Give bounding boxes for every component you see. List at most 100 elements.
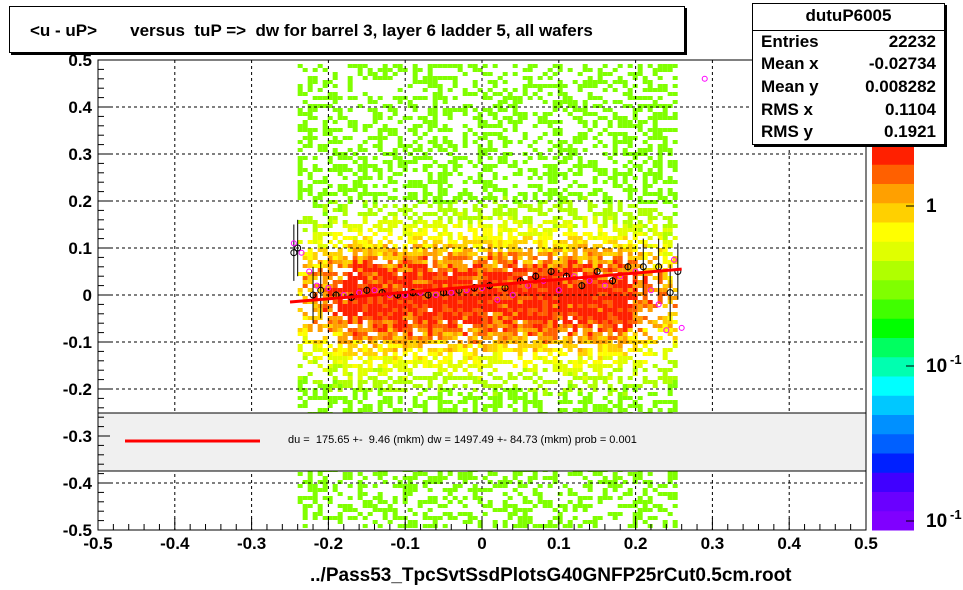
density-cell xyxy=(337,264,343,268)
density-cell xyxy=(467,256,473,260)
density-cell xyxy=(657,88,663,92)
density-cell xyxy=(382,248,388,252)
density-cell xyxy=(332,320,338,324)
density-cell xyxy=(662,324,668,328)
density-cell xyxy=(392,364,398,368)
density-cell xyxy=(527,508,533,512)
density-cell xyxy=(327,104,333,108)
density-cell xyxy=(382,252,388,256)
density-cell xyxy=(567,500,573,504)
density-cell xyxy=(497,216,503,220)
density-cell xyxy=(462,396,468,400)
density-cell xyxy=(662,136,668,140)
density-cell xyxy=(522,232,528,236)
density-cell xyxy=(487,324,493,328)
density-cell xyxy=(572,360,578,364)
density-cell xyxy=(342,292,348,296)
density-cell xyxy=(512,296,518,300)
density-cell xyxy=(477,160,483,164)
density-cell xyxy=(317,480,323,484)
density-cell xyxy=(657,64,663,68)
density-cell xyxy=(517,288,523,292)
density-cell xyxy=(562,196,568,200)
density-cell xyxy=(617,396,623,400)
density-cell xyxy=(587,200,593,204)
density-cell xyxy=(532,112,538,116)
density-cell xyxy=(322,324,328,328)
density-cell xyxy=(502,524,508,528)
density-cell xyxy=(667,128,673,132)
density-cell xyxy=(452,320,458,324)
density-cell xyxy=(317,384,323,388)
density-cell xyxy=(597,344,603,348)
density-cell xyxy=(657,112,663,116)
density-cell xyxy=(442,128,448,132)
density-cell xyxy=(647,500,653,504)
density-cell xyxy=(472,116,478,120)
density-cell xyxy=(347,224,353,228)
density-cell xyxy=(542,476,548,480)
density-cell xyxy=(637,196,643,200)
density-cell xyxy=(322,132,328,136)
density-cell xyxy=(587,308,593,312)
density-cell xyxy=(497,236,503,240)
density-cell xyxy=(442,96,448,100)
density-cell xyxy=(362,176,368,180)
density-cell xyxy=(322,128,328,132)
density-cell xyxy=(382,220,388,224)
density-cell xyxy=(382,364,388,368)
density-cell xyxy=(312,300,318,304)
density-cell xyxy=(362,516,368,520)
density-cell xyxy=(437,480,443,484)
density-cell xyxy=(567,248,573,252)
density-cell xyxy=(627,104,633,108)
density-cell xyxy=(492,404,498,408)
density-cell xyxy=(597,236,603,240)
density-cell xyxy=(392,288,398,292)
density-cell xyxy=(372,200,378,204)
density-cell xyxy=(527,276,533,280)
density-cell xyxy=(312,492,318,496)
density-cell xyxy=(557,240,563,244)
density-cell xyxy=(302,168,308,172)
density-cell xyxy=(462,356,468,360)
density-cell xyxy=(652,136,658,140)
density-cell xyxy=(412,196,418,200)
density-cell xyxy=(392,352,398,356)
density-cell xyxy=(442,224,448,228)
density-cell xyxy=(407,308,413,312)
density-cell xyxy=(432,196,438,200)
density-cell xyxy=(502,476,508,480)
density-cell xyxy=(407,268,413,272)
density-cell xyxy=(302,340,308,344)
color-scale-swatch xyxy=(872,491,914,512)
density-cell xyxy=(597,72,603,76)
density-cell xyxy=(362,148,368,152)
density-cell xyxy=(542,356,548,360)
density-cell xyxy=(562,296,568,300)
density-cell xyxy=(482,268,488,272)
density-cell xyxy=(457,264,463,268)
density-cell xyxy=(547,476,553,480)
density-cell xyxy=(537,328,543,332)
density-cell xyxy=(477,236,483,240)
density-cell xyxy=(647,244,653,248)
density-cell xyxy=(502,304,508,308)
density-cell xyxy=(322,280,328,284)
density-cell xyxy=(607,332,613,336)
density-cell xyxy=(347,280,353,284)
density-cell xyxy=(657,272,663,276)
density-cell xyxy=(362,328,368,332)
density-cell xyxy=(347,356,353,360)
density-cell xyxy=(492,208,498,212)
density-cell xyxy=(552,324,558,328)
density-cell xyxy=(622,140,628,144)
density-cell xyxy=(547,228,553,232)
density-cell xyxy=(637,328,643,332)
density-cell xyxy=(302,380,308,384)
density-cell xyxy=(492,524,498,528)
density-cell xyxy=(382,312,388,316)
density-cell xyxy=(552,228,558,232)
density-cell xyxy=(612,220,618,224)
density-cell xyxy=(597,404,603,408)
